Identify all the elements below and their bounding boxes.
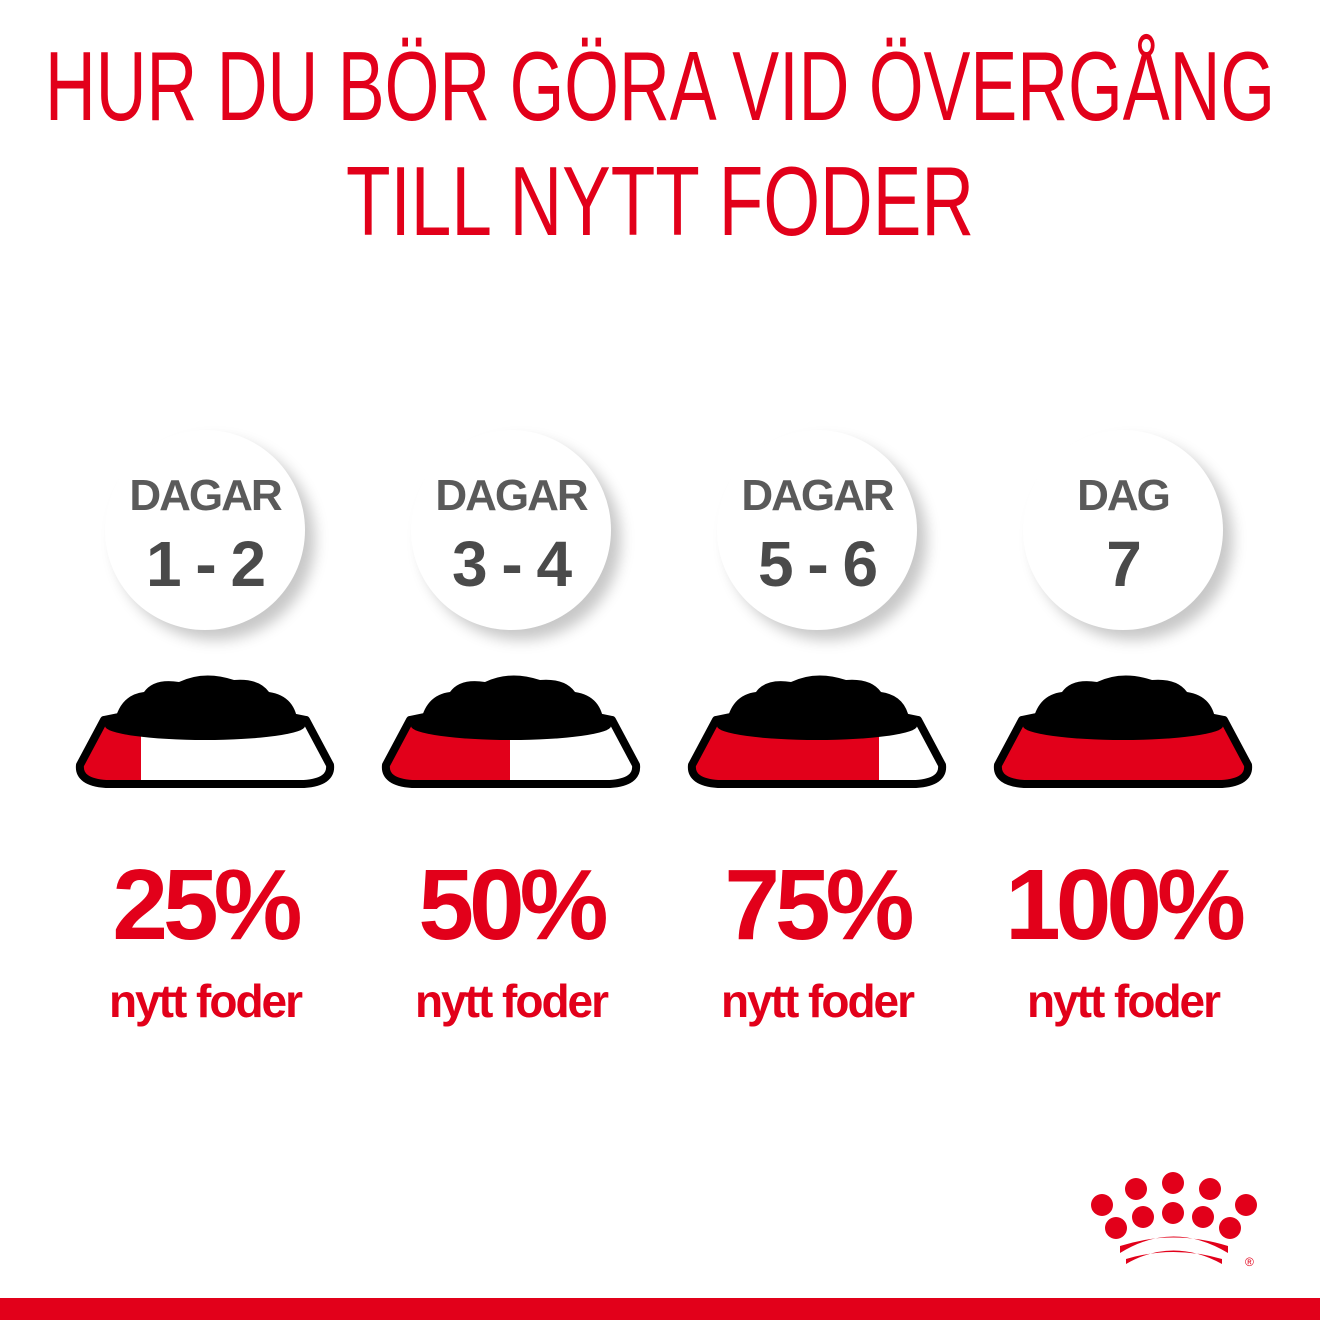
percent-new-food: 75% <box>724 849 914 961</box>
day-range: 1 - 2 <box>145 528 266 600</box>
food-bowl-icon <box>75 675 335 788</box>
percent-new-food: 25% <box>112 849 302 961</box>
food-bowl-icon <box>993 675 1253 788</box>
day-badge: DAG 7 <box>1023 430 1223 630</box>
registered-mark: ® <box>1245 1255 1254 1269</box>
day-badge: DAGAR 1 - 2 <box>105 430 305 630</box>
transition-step: DAGAR 1 - 2 25% nytt foder <box>52 420 358 1060</box>
percent-new-food: 100% <box>1005 849 1246 961</box>
transition-step: DAGAR 3 - 4 50% nytt foder <box>358 420 664 1060</box>
crown-logo-icon: ® <box>1091 1172 1257 1269</box>
day-range: 3 - 4 <box>451 528 572 600</box>
transition-step: DAGAR 5 - 6 75% nytt foder <box>664 420 970 1060</box>
page-title-line-1-text: HUR DU BÖR GÖRA VID ÖVERGÅNG <box>45 31 1275 138</box>
page-title-line-2: TILL NYTT FODER <box>346 146 974 253</box>
day-range: 5 - 6 <box>757 528 878 600</box>
transition-step: DAG 7 100% nytt foder <box>970 420 1276 1060</box>
food-bowl-icon <box>381 675 641 788</box>
day-label: DAG <box>1077 471 1171 520</box>
caption: nytt foder <box>108 975 303 1027</box>
caption: nytt foder <box>1026 975 1221 1027</box>
percent-new-food: 50% <box>418 849 608 961</box>
day-label: DAGAR <box>129 471 282 520</box>
day-label: DAGAR <box>435 471 588 520</box>
caption: nytt foder <box>414 975 609 1027</box>
day-range: 7 <box>1106 528 1142 600</box>
day-badge: DAGAR 5 - 6 <box>717 430 917 630</box>
caption: nytt foder <box>720 975 915 1027</box>
page-title-line-2-text: TILL NYTT FODER <box>346 146 974 253</box>
food-bowl-icon <box>687 675 947 788</box>
day-badge: DAGAR 3 - 4 <box>411 430 611 630</box>
bottom-brand-bar <box>0 1298 1320 1320</box>
day-label: DAGAR <box>741 471 894 520</box>
page-title-line-1: HUR DU BÖR GÖRA VID ÖVERGÅNG <box>45 31 1275 138</box>
